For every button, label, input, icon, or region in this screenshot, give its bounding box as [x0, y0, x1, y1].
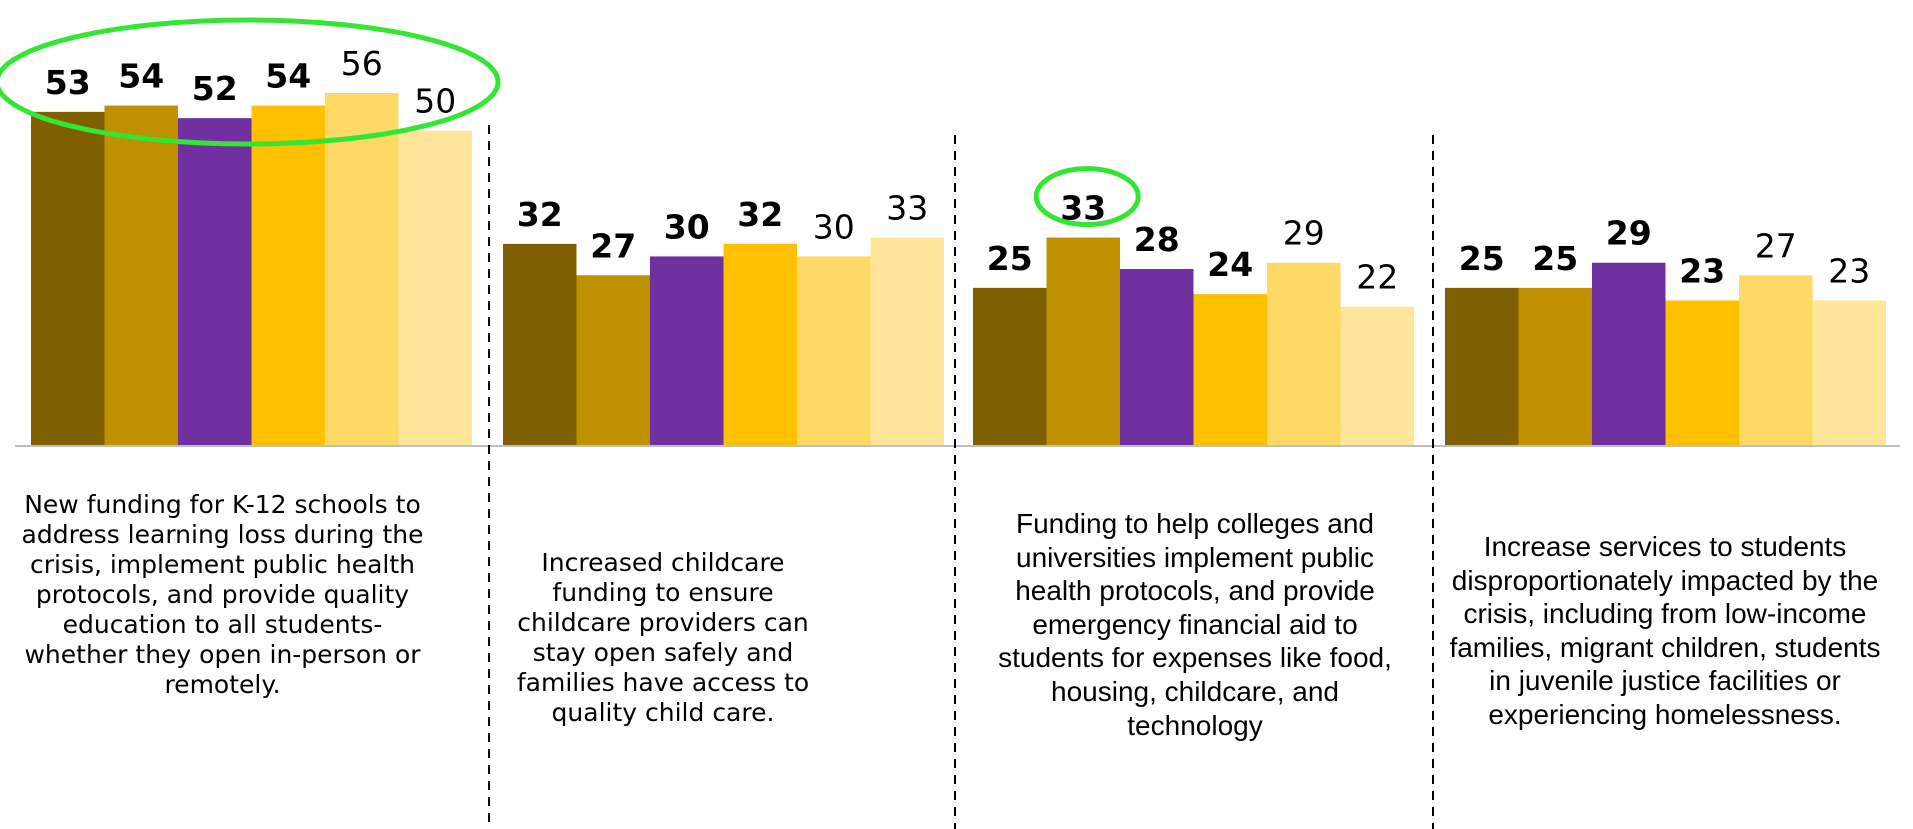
value-label-cat0-s2: 52	[192, 69, 238, 108]
bar-cat2-s4	[1267, 262, 1341, 445]
value-label-cat3-s2: 29	[1606, 214, 1652, 253]
category-label-3: Increase services to students disproport…	[1449, 531, 1881, 730]
bar-cat1-s0	[503, 243, 577, 445]
value-label-cat0-s1: 54	[118, 57, 164, 96]
bar-cat2-s2	[1120, 269, 1194, 445]
value-label-cat2-s2: 28	[1134, 220, 1180, 259]
bar-cat0-s0	[31, 111, 105, 445]
highlight-ovals	[0, 17, 1141, 228]
bar-cat3-s4	[1739, 275, 1813, 445]
value-label-cat2-s0: 25	[987, 239, 1033, 278]
value-label-cat0-s5: 50	[414, 82, 456, 121]
bar-cat3-s2	[1592, 262, 1666, 445]
bar-cat2-s0	[973, 287, 1047, 445]
bar-cat1-s1	[576, 275, 650, 445]
bar-cat0-s5	[398, 130, 472, 445]
value-label-cat1-s3: 32	[737, 195, 783, 234]
bar-cat1-s3	[723, 243, 797, 445]
value-label-cat2-s5: 22	[1356, 258, 1398, 297]
value-label-cat1-s4: 30	[813, 207, 855, 246]
category-label-0: New funding for K-12 schools to address …	[21, 490, 424, 699]
bar-cat0-s4	[325, 93, 399, 445]
bars	[31, 93, 1886, 446]
value-label-cat1-s0: 32	[517, 195, 563, 234]
value-label-cat3-s4: 27	[1755, 226, 1797, 265]
value-label-cat0-s3: 54	[265, 57, 311, 96]
highlight-oval-1	[1033, 166, 1141, 228]
group-separators	[488, 125, 1434, 829]
value-label-cat0-s0: 53	[45, 63, 91, 102]
bar-cat3-s1	[1518, 287, 1592, 445]
value-label-cat1-s5: 33	[886, 189, 928, 228]
bar-cat0-s3	[251, 105, 325, 446]
value-label-cat3-s0: 25	[1459, 239, 1505, 278]
bar-cat2-s5	[1340, 306, 1414, 445]
bar-cat1-s2	[650, 256, 724, 445]
bar-cat3-s3	[1665, 300, 1739, 445]
value-label-cat1-s2: 30	[664, 207, 710, 246]
value-label-cat3-s1: 25	[1532, 239, 1578, 278]
bar-cat3-s5	[1812, 300, 1886, 445]
category-label-2: Funding to help colleges and universitie…	[998, 508, 1392, 741]
bar-cat1-s4	[797, 256, 871, 445]
value-label-cat1-s1: 27	[590, 226, 636, 265]
bar-cat3-s0	[1445, 287, 1519, 445]
value-label-cat3-s3: 23	[1679, 251, 1725, 290]
bar-cat1-s5	[870, 237, 944, 445]
bar-cat0-s1	[104, 105, 178, 446]
bar-cat2-s1	[1046, 237, 1120, 445]
value-label-cat3-s5: 23	[1828, 251, 1870, 290]
bar-cat2-s3	[1193, 294, 1267, 445]
bar-cat0-s2	[178, 118, 252, 446]
value-label-cat2-s3: 24	[1207, 245, 1253, 284]
highlight-oval-0	[0, 17, 501, 147]
value-label-cat2-s4: 29	[1283, 214, 1325, 253]
value-label-cat0-s4: 56	[341, 44, 383, 83]
category-label-1: Increased childcare funding to ensure ch…	[516, 548, 810, 727]
